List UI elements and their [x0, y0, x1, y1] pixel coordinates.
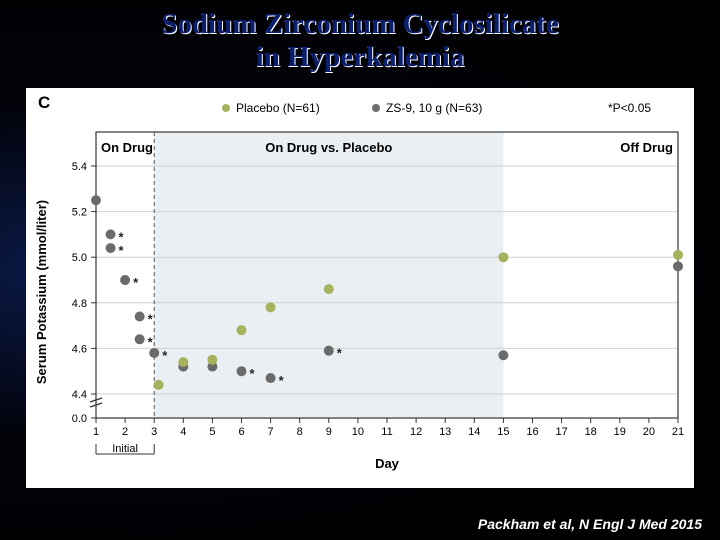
data-point	[673, 261, 683, 271]
data-point	[324, 346, 334, 356]
svg-text:6: 6	[238, 426, 244, 438]
data-point	[149, 348, 159, 358]
svg-text:5: 5	[209, 426, 215, 438]
svg-text:8: 8	[297, 426, 303, 438]
citation-text: Packham et al, N Engl J Med 2015	[478, 516, 702, 532]
slide-title: Sodium Zirconium Cyclosilicate in Hyperk…	[0, 0, 720, 75]
svg-text:4.8: 4.8	[72, 298, 87, 310]
svg-text:C: C	[38, 93, 50, 112]
svg-text:12: 12	[410, 426, 422, 438]
svg-text:Placebo (N=61): Placebo (N=61)	[236, 101, 320, 115]
svg-text:15: 15	[497, 426, 509, 438]
svg-text:5.2: 5.2	[72, 207, 87, 219]
data-point	[266, 302, 276, 312]
svg-text:Day: Day	[375, 456, 400, 471]
data-point	[207, 355, 217, 365]
svg-text:3: 3	[151, 426, 157, 438]
svg-text:*: *	[148, 334, 154, 349]
svg-text:1: 1	[93, 426, 99, 438]
data-point	[266, 373, 276, 383]
svg-text:4.6: 4.6	[72, 343, 87, 355]
svg-text:4: 4	[180, 426, 186, 438]
svg-text:16: 16	[526, 426, 538, 438]
svg-text:5.0: 5.0	[72, 252, 87, 264]
svg-text:10: 10	[352, 426, 364, 438]
svg-text:ZS-9, 10 g (N=63): ZS-9, 10 g (N=63)	[386, 101, 482, 115]
svg-text:14: 14	[468, 426, 480, 438]
data-point	[498, 350, 508, 360]
data-point	[673, 250, 683, 260]
title-line-2: in Hyperkalemia	[256, 41, 465, 73]
data-point	[498, 252, 508, 262]
data-point	[120, 275, 130, 285]
svg-text:5.4: 5.4	[72, 161, 87, 173]
svg-text:Initial: Initial	[112, 443, 138, 455]
data-point	[237, 325, 247, 335]
title-line-1: Sodium Zirconium Cyclosilicate	[161, 8, 558, 40]
svg-text:17: 17	[555, 426, 567, 438]
data-point	[135, 311, 145, 321]
svg-text:On Drug vs. Placebo: On Drug vs. Placebo	[265, 140, 392, 155]
svg-text:*: *	[148, 311, 154, 326]
data-point	[237, 366, 247, 376]
svg-text:13: 13	[439, 426, 451, 438]
svg-text:19: 19	[614, 426, 626, 438]
svg-text:*P<0.05: *P<0.05	[608, 101, 651, 115]
data-point	[106, 229, 116, 239]
svg-text:21: 21	[672, 426, 684, 438]
svg-text:9: 9	[326, 426, 332, 438]
data-point	[91, 195, 101, 205]
svg-text:4.4: 4.4	[72, 389, 87, 401]
data-point	[178, 357, 188, 367]
svg-text:7: 7	[268, 426, 274, 438]
svg-text:*: *	[133, 275, 139, 290]
data-point	[324, 284, 334, 294]
svg-text:On Drug: On Drug	[101, 140, 153, 155]
chart-figure: C Placebo (N=61) ZS-9, 10 g (N=63) *P<0.05 O…	[26, 88, 694, 488]
svg-text:*: *	[119, 243, 125, 258]
svg-text:0.0: 0.0	[72, 413, 87, 425]
data-point	[106, 243, 116, 253]
svg-text:18: 18	[585, 426, 597, 438]
data-point	[135, 334, 145, 344]
svg-text:Serum Potassium (mmol/liter): Serum Potassium (mmol/liter)	[34, 200, 49, 384]
svg-text:Off Drug: Off Drug	[620, 140, 673, 155]
data-point	[154, 380, 164, 390]
svg-text:11: 11	[381, 426, 392, 438]
svg-text:20: 20	[643, 426, 655, 438]
svg-text:2: 2	[122, 426, 128, 438]
